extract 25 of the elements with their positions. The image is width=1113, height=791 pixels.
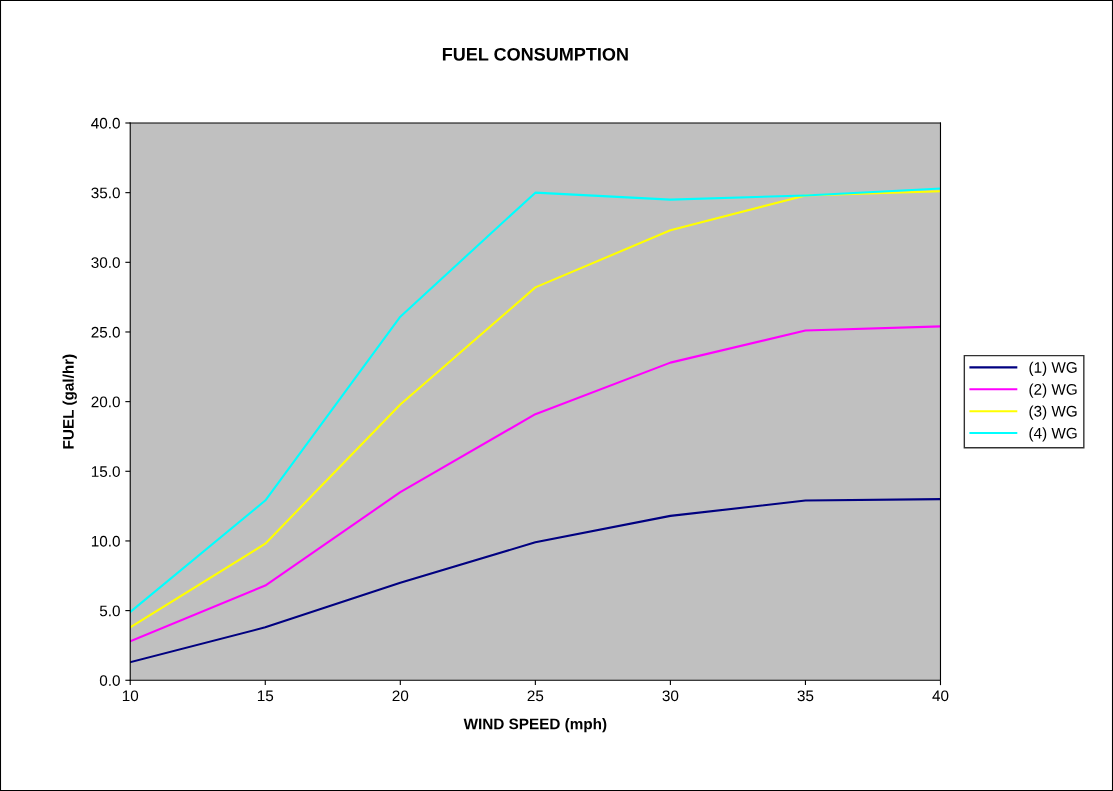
x-tick-label: 30 bbox=[662, 690, 679, 702]
y-tick-label: 30.0 bbox=[91, 257, 120, 268]
x-tick-label: 15 bbox=[257, 690, 274, 702]
y-tick-label: 10.0 bbox=[91, 535, 120, 547]
line-series bbox=[130, 325, 941, 643]
chart-title: FUEL CONSUMPTION bbox=[442, 47, 628, 61]
y-tick-label: 0.0 bbox=[99, 675, 120, 686]
legend-label: (3) WG bbox=[1029, 405, 1077, 420]
y-tick-label: 20.0 bbox=[91, 396, 120, 408]
x-tick-label: 10 bbox=[122, 690, 139, 702]
y-tick-label: 35.0 bbox=[91, 187, 120, 199]
y-tick-label: 5.0 bbox=[99, 605, 120, 617]
legend-label: (1) WG bbox=[1029, 361, 1077, 376]
x-tick-label: 40 bbox=[932, 690, 949, 702]
legend-label: (2) WG bbox=[1029, 383, 1077, 398]
x-tick-label: 35 bbox=[797, 690, 814, 702]
x-tick-label: 20 bbox=[392, 690, 409, 702]
legend-label: (4) WG bbox=[1029, 427, 1077, 442]
y-axis-title: FUEL (gal/hr) bbox=[62, 354, 77, 449]
y-tick-label: 40.0 bbox=[91, 117, 120, 129]
x-axis-title: WIND SPEED (mph) bbox=[463, 718, 607, 733]
x-tick-label: 25 bbox=[527, 690, 544, 702]
y-tick-label: 15.0 bbox=[91, 466, 120, 477]
line-series bbox=[130, 498, 941, 664]
y-tick-label: 25.0 bbox=[91, 326, 120, 338]
